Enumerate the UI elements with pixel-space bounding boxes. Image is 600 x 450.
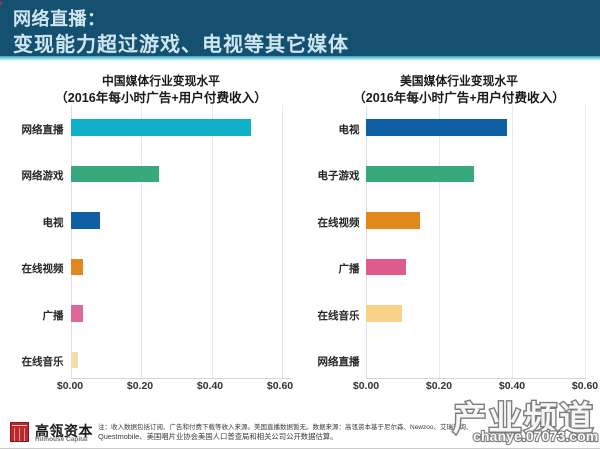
svg-text:产业频道: 产业频道 bbox=[453, 401, 595, 438]
svg-text:chanye.07073.com: chanye.07073.com bbox=[473, 429, 598, 445]
